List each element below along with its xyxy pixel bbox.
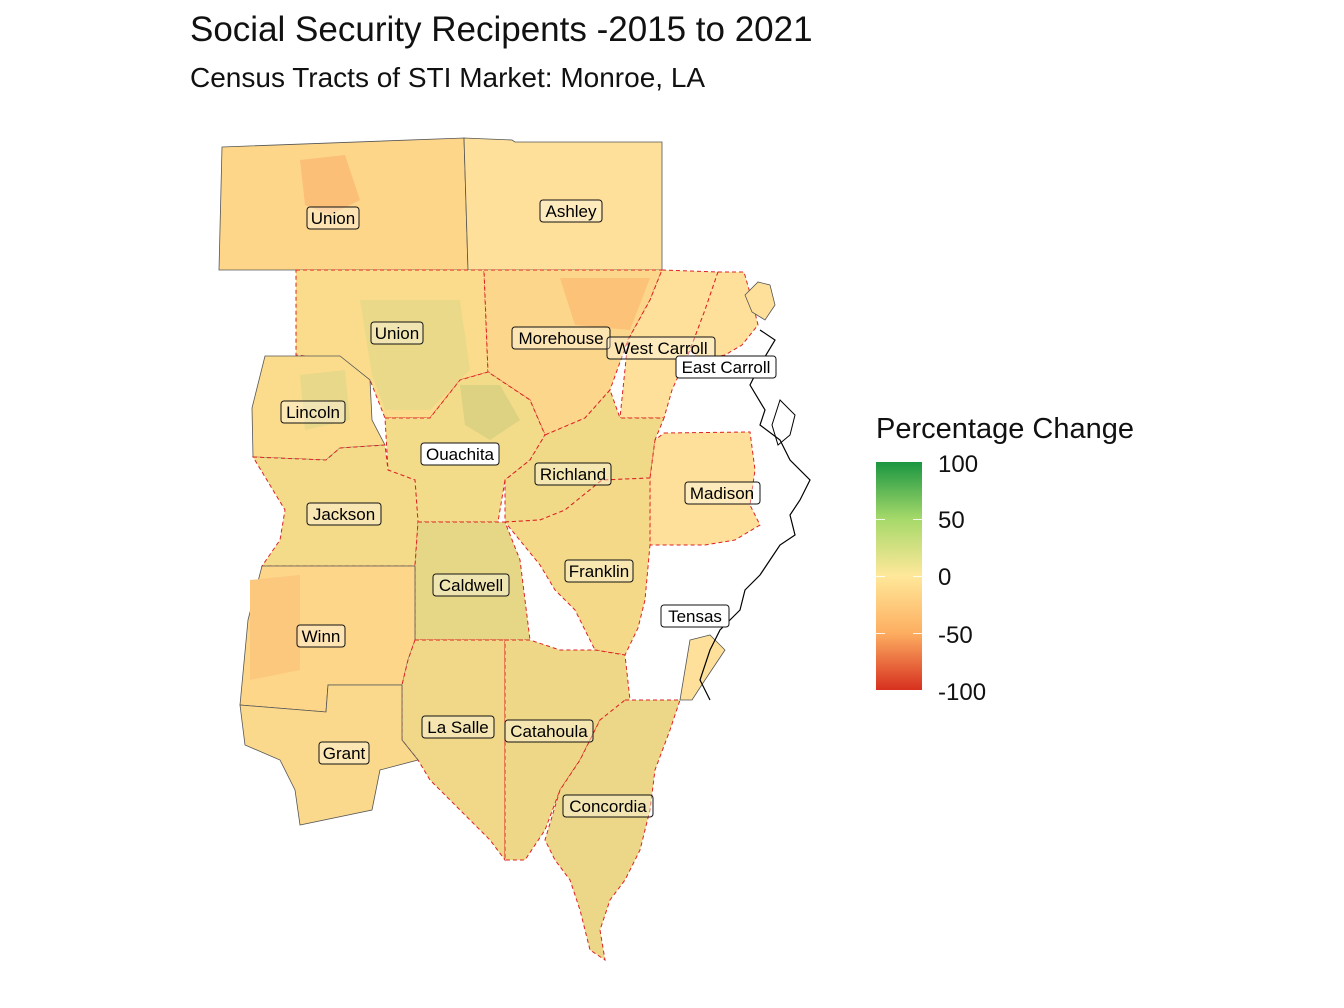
label-morehouse: Morehouse: [511, 326, 611, 350]
legend-tick-label-minus-50: -50: [938, 622, 973, 649]
label-jackson-text: Jackson: [313, 505, 375, 524]
label-west-carroll-text: West Carroll: [614, 339, 707, 358]
label-catahoula-text: Catahoula: [510, 722, 588, 741]
label-madison-text: Madison: [690, 484, 754, 503]
legend-tick-label-minus-100: -100: [938, 679, 987, 706]
label-ouachita: Ouachita: [420, 442, 500, 466]
label-ashley: Ashley: [539, 199, 603, 223]
label-tensas: Tensas: [660, 604, 730, 628]
label-grant: Grant: [318, 741, 370, 765]
label-winn: Winn: [296, 624, 346, 648]
label-lincoln: Lincoln: [280, 400, 346, 424]
legend-tick-left: [876, 576, 885, 577]
tract-union-ar-north: [300, 155, 360, 215]
tract-ouachita-core: [460, 385, 520, 440]
label-caldwell-text: Caldwell: [439, 576, 503, 595]
label-catahoula: Catahoula: [504, 719, 594, 743]
label-concordia-text: Concordia: [569, 797, 647, 816]
label-ashley-text: Ashley: [545, 202, 597, 221]
label-richland-text: Richland: [540, 465, 606, 484]
label-madison: Madison: [684, 481, 761, 505]
tract-winn-west: [250, 575, 300, 680]
label-franklin-text: Franklin: [569, 562, 629, 581]
label-la-salle: La Salle: [421, 715, 495, 739]
label-franklin: Franklin: [564, 559, 634, 583]
label-richland: Richland: [534, 462, 612, 486]
parish-west-carroll: [619, 269, 719, 419]
label-west-carroll: West Carroll: [606, 336, 716, 360]
parish-concordia: [544, 699, 681, 962]
parish-east-carroll-island: [744, 281, 776, 321]
label-lincoln-text: Lincoln: [286, 403, 340, 422]
label-caldwell: Caldwell: [432, 573, 510, 597]
label-union-la: Union: [370, 321, 424, 345]
label-union-ar-text: Union: [311, 209, 355, 228]
legend-title: Percentage Change: [876, 413, 1134, 445]
legend-tick-label-50: 50: [938, 507, 965, 534]
river-oxbow: [771, 399, 796, 446]
legend-tick-right: [913, 633, 922, 634]
map-title: Social Security Recipents -2015 to 2021: [190, 10, 813, 49]
parish-madison: [649, 431, 761, 546]
label-tensas-text: Tensas: [668, 607, 722, 626]
legend-tick-left: [876, 633, 885, 634]
legend-tick-right: [913, 519, 922, 520]
tract-lincoln-mid: [300, 370, 350, 430]
label-east-carroll-text: East Carroll: [682, 358, 771, 377]
label-morehouse-text: Morehouse: [518, 329, 603, 348]
label-ouachita-text: Ouachita: [426, 445, 495, 464]
label-winn-text: Winn: [302, 627, 341, 646]
label-union-ar: Union: [306, 206, 360, 230]
legend-tick-right: [913, 576, 922, 577]
map-subtitle: Census Tracts of STI Market: Monroe, LA: [190, 62, 706, 93]
label-union-la-text: Union: [375, 324, 419, 343]
label-grant-text: Grant: [323, 744, 366, 763]
label-jackson: Jackson: [306, 502, 382, 526]
parish-grant: [239, 684, 419, 826]
label-east-carroll: East Carroll: [675, 355, 777, 379]
legend-tick-label-0: 0: [938, 564, 952, 591]
parish-franklin: [503, 477, 651, 656]
legend-tick-left: [876, 519, 885, 520]
tract-morehouse-ne: [560, 278, 650, 330]
tract-union-la-east: [360, 300, 470, 410]
parish-jackson: [252, 444, 419, 567]
label-la-salle-text: La Salle: [427, 718, 488, 737]
legend-tick-label-100: 100: [938, 451, 979, 478]
label-concordia: Concordia: [562, 794, 654, 818]
parish-east-carroll: [689, 271, 759, 361]
